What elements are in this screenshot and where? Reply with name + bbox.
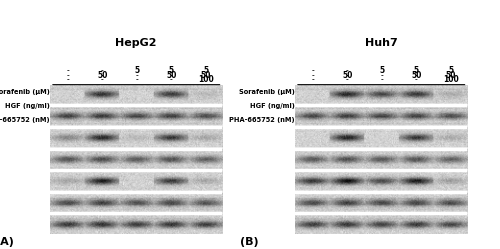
Text: Sorafenib (μM): Sorafenib (μM) [239,89,295,95]
Text: -: - [66,66,69,75]
Text: 50: 50 [97,71,108,80]
Title: HepG2: HepG2 [116,38,157,48]
Text: (A): (A) [0,237,14,247]
Text: -: - [312,75,314,84]
Text: 50: 50 [200,71,211,80]
Text: -: - [66,75,69,84]
Text: -: - [380,71,383,80]
Text: -: - [312,66,314,75]
Text: 50: 50 [411,71,422,80]
Text: HGF (ng/ml): HGF (ng/ml) [250,103,295,109]
Text: Sorafenib (μM): Sorafenib (μM) [0,89,50,95]
Text: HGF (ng/ml): HGF (ng/ml) [5,103,50,109]
Text: -: - [346,75,348,84]
Text: PHA-665752 (nM): PHA-665752 (nM) [230,117,295,123]
Text: 50: 50 [446,71,456,80]
Text: 5: 5 [134,66,140,75]
Text: -: - [66,71,69,80]
Text: -: - [101,66,103,75]
Text: 5: 5 [203,66,208,75]
Text: -: - [415,75,418,84]
Text: PHA-665752 (nM): PHA-665752 (nM) [0,117,50,123]
Text: 5: 5 [379,66,384,75]
Text: 5: 5 [168,66,174,75]
Text: 100: 100 [443,75,458,84]
Text: -: - [346,66,348,75]
Text: -: - [312,71,314,80]
Text: 50: 50 [342,71,352,80]
Text: 100: 100 [198,75,214,84]
Title: Huh7: Huh7 [365,38,398,48]
Text: -: - [136,71,138,80]
Text: 5: 5 [414,66,419,75]
Text: -: - [380,75,383,84]
Text: 5: 5 [448,66,454,75]
Text: -: - [170,75,172,84]
Text: (B): (B) [240,237,259,247]
Text: -: - [136,75,138,84]
Text: -: - [101,75,103,84]
Text: 50: 50 [166,71,176,80]
